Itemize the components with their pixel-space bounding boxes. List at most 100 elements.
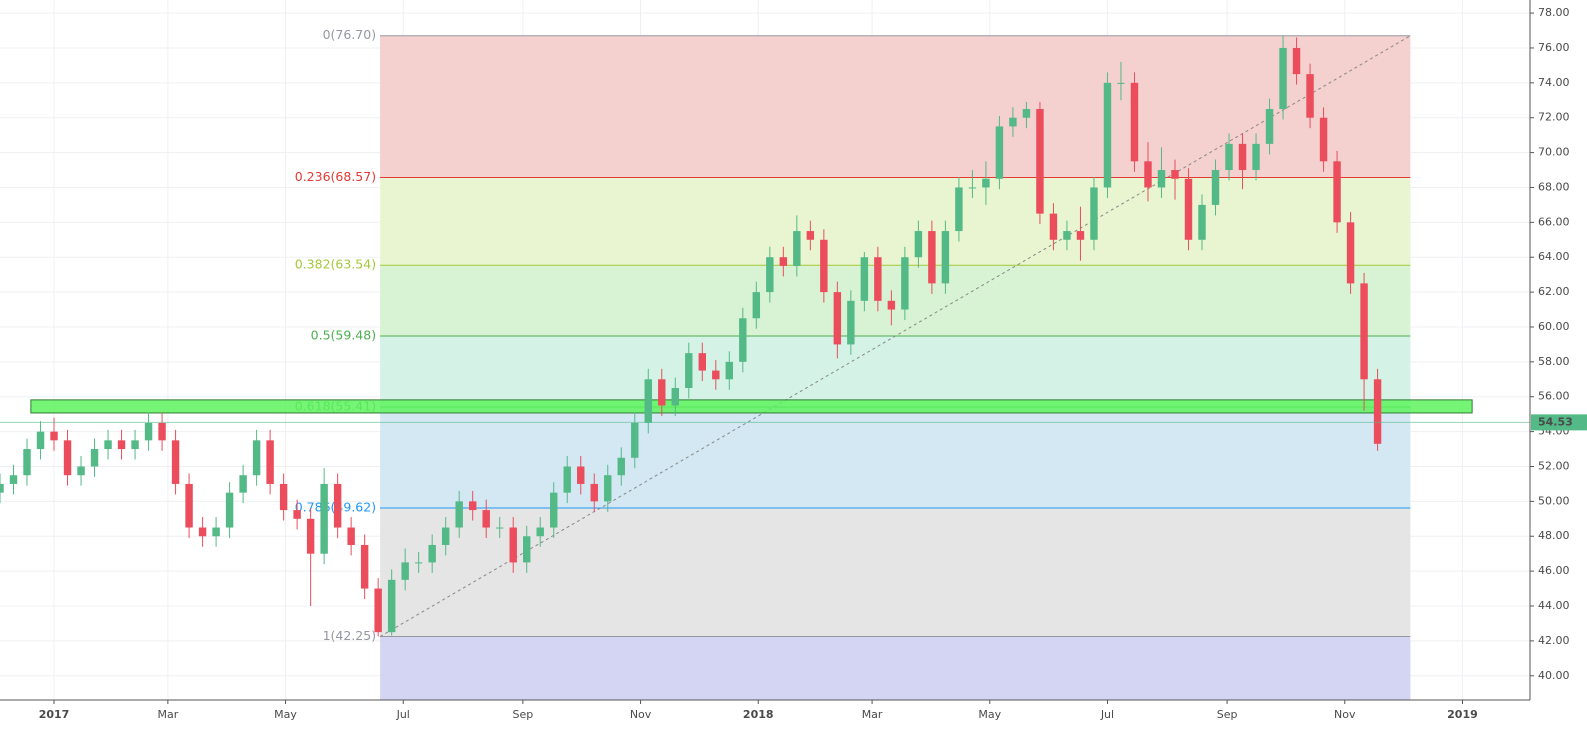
last-price-label: 54.53 [1538, 415, 1573, 428]
candle-body [523, 536, 531, 563]
x-tick-label: May [978, 708, 1001, 721]
candle-body [1157, 170, 1166, 188]
y-tick-label: 48.00 [1538, 529, 1570, 542]
candle-body [509, 527, 517, 563]
candle-body [779, 257, 788, 266]
candle-body [847, 300, 855, 345]
fib-zone [380, 336, 1411, 408]
highlight-zone [30, 399, 1473, 414]
fib-zone [380, 35, 1411, 178]
candle-body [995, 126, 1004, 179]
candle-body [455, 501, 463, 528]
y-tick-label: 40.00 [1538, 669, 1570, 682]
candle-body [590, 483, 598, 502]
candle-body [968, 187, 977, 189]
x-tick-label: 2018 [743, 708, 774, 721]
fib-zone [380, 265, 1411, 337]
candle-body [266, 440, 274, 484]
fib-zone [380, 177, 1411, 266]
y-tick-label: 52.00 [1538, 459, 1570, 472]
candle-body [428, 544, 436, 563]
x-tick-label: Sep [1217, 708, 1238, 721]
candle-body [144, 422, 153, 441]
candle-body [1009, 117, 1017, 127]
x-tick-label: Sep [512, 708, 533, 721]
y-tick-label: 68.00 [1538, 180, 1570, 193]
y-tick-label: 50.00 [1538, 494, 1570, 507]
candle-body [1373, 379, 1382, 444]
candle-body [320, 483, 328, 554]
candle-body [347, 527, 355, 545]
candle-body [1090, 187, 1098, 240]
candle-body [1252, 143, 1260, 171]
candle-body [1279, 47, 1287, 109]
candle-body [225, 492, 234, 528]
x-tick-label: Nov [1334, 708, 1356, 721]
y-tick-label: 74.00 [1538, 76, 1570, 89]
y-tick-label: 56.00 [1538, 390, 1570, 403]
candle-body [90, 449, 99, 467]
candle-body [820, 239, 828, 293]
y-tick-label: 44.00 [1538, 599, 1570, 612]
fib-label: 0(76.70) [323, 27, 377, 42]
candle-body [982, 178, 990, 188]
candle-body [1171, 170, 1179, 179]
candle-body [806, 231, 815, 240]
fib-label: 0.5(59.48) [311, 328, 376, 343]
y-tick-label: 46.00 [1538, 564, 1570, 577]
candle-body [374, 588, 382, 633]
candle-body [658, 379, 666, 406]
fib-trendline [379, 35, 1411, 637]
candle-body [901, 257, 909, 310]
candle-body [860, 257, 869, 301]
x-tick-label: 2017 [39, 708, 70, 721]
candle-body [1076, 231, 1085, 240]
candle-body [739, 318, 747, 362]
candle-body [387, 579, 396, 633]
candle-body [833, 292, 842, 345]
candle-body [766, 257, 774, 293]
candle-body [77, 466, 85, 476]
fib-zone [380, 507, 1411, 637]
y-tick-label: 58.00 [1538, 355, 1570, 368]
candle-body [914, 231, 923, 258]
candle-body [752, 292, 761, 319]
candle-body [333, 483, 342, 528]
candle-body [1036, 108, 1044, 214]
candle-body [1319, 117, 1328, 162]
candle-body [698, 353, 707, 371]
candle-body [1130, 82, 1139, 162]
candle-body [1225, 143, 1233, 171]
candle-body [725, 361, 734, 380]
candle-body [50, 431, 58, 441]
fib-zone [380, 636, 1411, 700]
y-tick-label: 60.00 [1538, 320, 1570, 333]
candle-body [198, 527, 207, 537]
candle-body [550, 492, 558, 528]
y-tick-label: 76.00 [1538, 41, 1570, 54]
candle-body [279, 483, 288, 511]
candle-body [414, 562, 423, 564]
fib-label: 1(42.25) [323, 628, 377, 643]
candle-body [482, 510, 490, 528]
candle-body [212, 527, 220, 537]
x-tick-label: May [274, 708, 297, 721]
candle-body [685, 353, 693, 389]
candle-body [941, 231, 950, 284]
candle-body [1346, 222, 1355, 284]
y-tick-label: 64.00 [1538, 250, 1570, 263]
candle-body [793, 231, 801, 266]
candle-body [1103, 82, 1112, 188]
candle-body [252, 440, 261, 476]
y-tick-label: 78.00 [1538, 6, 1570, 19]
candle-body [131, 440, 139, 450]
candle-body [955, 187, 963, 232]
candle-body [1360, 283, 1368, 380]
candle-body [1022, 108, 1031, 118]
candle-body [171, 440, 180, 484]
candle-body [671, 388, 679, 406]
y-tick-label: 62.00 [1538, 285, 1570, 298]
candle-body [617, 457, 625, 476]
candle-body [1049, 213, 1058, 240]
